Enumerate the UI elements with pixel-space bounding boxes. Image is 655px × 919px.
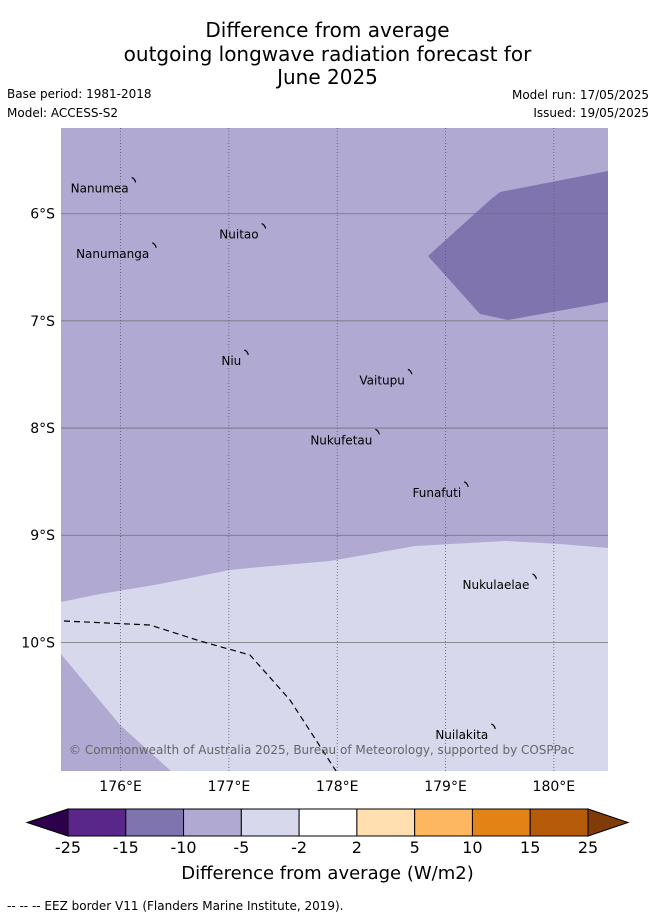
model-run: Model run: 17/05/2025: [511, 88, 649, 102]
island-outline: [463, 481, 469, 487]
lat-tick-label: 10°S: [21, 635, 55, 651]
place-label: Vaitupu: [359, 373, 405, 387]
colorbar-tick-label: -15: [112, 838, 139, 857]
lat-tick-label: 6°S: [30, 207, 55, 223]
colorbar-segment: [356, 808, 416, 837]
colorbar-segment: [67, 808, 127, 837]
base-period: Base period: 1981-2018: [7, 87, 152, 101]
colorbar-segment: [298, 808, 358, 837]
colorbar-segment: [125, 808, 185, 837]
colorbar-tick-label: 10: [462, 838, 483, 857]
title-line-3: June 2025: [277, 65, 378, 89]
colorbar-segment: [529, 808, 589, 837]
colorbar-segment: [414, 808, 473, 837]
title-line-1: Difference from average: [205, 18, 450, 42]
title-line-2: outgoing longwave radiation forecast for: [123, 42, 532, 66]
issued-date: Issued: 19/05/2025: [533, 106, 649, 120]
lat-tick-label: 7°S: [30, 314, 55, 330]
place-label: Funafuti: [413, 486, 462, 500]
place-label: Nuilakita: [435, 728, 488, 742]
colorbar: [25, 808, 630, 837]
eez-legend-note: -- -- -- EEZ border V11 (Flanders Marine…: [7, 899, 344, 913]
colorbar-tick-label: 5: [409, 838, 420, 857]
anomaly-region-dark: [428, 171, 608, 320]
colorbar-label: Difference from average (W/m2): [181, 863, 474, 884]
island-outline: [491, 723, 496, 730]
colorbar-tick-label: -25: [54, 838, 82, 857]
place-label: Nuitao: [219, 228, 258, 242]
lon-tick-label: 178°E: [316, 779, 359, 795]
island-outline: [131, 176, 137, 183]
colorbar-segment: [471, 808, 531, 837]
place-label: Nanumea: [71, 181, 129, 195]
colorbar-tick-label: -2: [291, 838, 308, 857]
place-label: Nukulaelae: [463, 578, 530, 592]
island-outline: [532, 573, 538, 580]
lat-tick-label: 9°S: [30, 528, 55, 544]
colorbar-segment: [240, 808, 300, 837]
copyright-text: © Commonwealth of Australia 2025, Bureau…: [69, 743, 574, 757]
colorbar-tick-label: -5: [233, 838, 250, 857]
lon-tick-label: 180°E: [533, 779, 576, 795]
lon-tick-label: 179°E: [424, 779, 467, 795]
island-outline: [407, 368, 413, 375]
anomaly-region-lightest: [61, 541, 608, 771]
eez-border: [63, 620, 337, 771]
lon-tick-label: 177°E: [208, 779, 251, 795]
place-label: Niu: [221, 354, 241, 368]
colorbar-low-extend: [25, 808, 69, 837]
island-outline: [244, 349, 249, 356]
place-label: Nukufetau: [310, 433, 372, 447]
colorbar-tick-label: -10: [170, 838, 197, 857]
colorbar-tick-label: 25: [577, 838, 599, 857]
colorbar-tick-label: 2: [351, 838, 362, 857]
lon-tick-label: 176°E: [99, 779, 142, 795]
colorbar-high-extend: [587, 808, 630, 837]
lat-tick-label: 8°S: [30, 421, 55, 437]
colorbar-segment: [183, 808, 242, 837]
model-name: Model: ACCESS-S2: [7, 106, 119, 120]
island-outline: [152, 242, 157, 248]
island-outline: [375, 428, 380, 435]
place-label: Nanumanga: [76, 247, 149, 261]
island-outline: [261, 222, 267, 229]
colorbar-tick-label: 15: [520, 838, 541, 857]
